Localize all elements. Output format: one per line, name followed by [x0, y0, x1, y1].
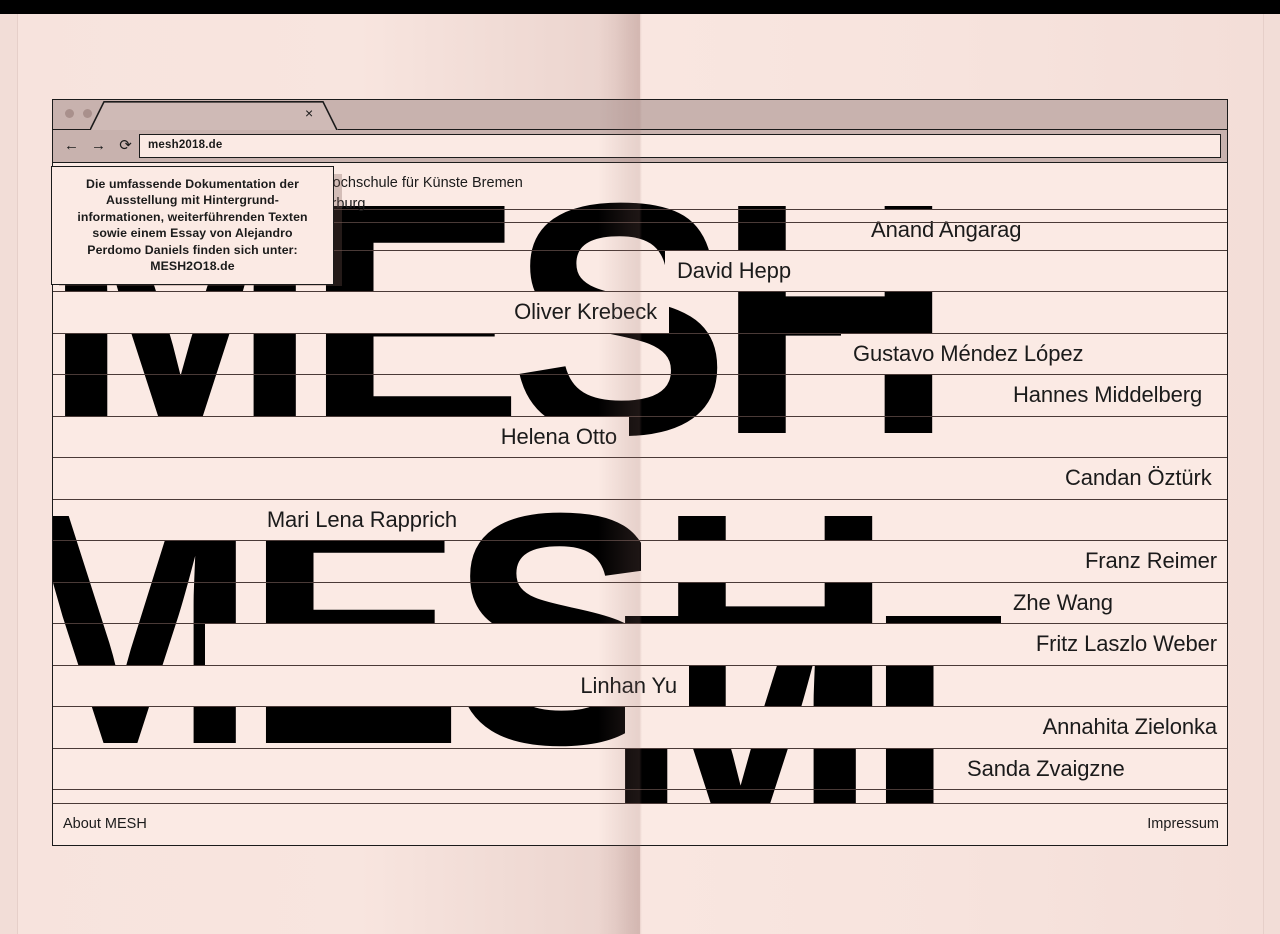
artist-name[interactable]: Linhan Yu: [580, 672, 677, 698]
artist-row[interactable]: Helena Otto: [53, 416, 1227, 458]
page-edge-right: [1263, 14, 1264, 934]
artist-row-list: Anand Angarag David Hepp Oliver Krebeck Gus…: [53, 209, 1227, 790]
artist-name-band: Gustavo Méndez López: [841, 333, 1227, 374]
artist-row[interactable]: Annahita Zielonka: [53, 707, 1227, 749]
artist-name-band: Helena Otto: [53, 416, 629, 457]
artist-name[interactable]: Annahita Zielonka: [1042, 714, 1218, 740]
artist-name-band: David Hepp: [665, 250, 1227, 291]
artist-name-band: Annahita Zielonka: [625, 707, 1227, 748]
artist-row[interactable]: Candan Öztürk: [53, 458, 1227, 500]
artist-name[interactable]: Candan Öztürk: [1065, 465, 1212, 491]
artist-name-band: Oliver Krebeck: [53, 292, 669, 333]
artist-name[interactable]: Hannes Middelberg: [1013, 382, 1203, 408]
artist-name-band: Fritz Laszlo Weber: [205, 624, 1227, 665]
artist-name[interactable]: Mari Lena Rapprich: [266, 506, 457, 532]
close-dot-icon[interactable]: [65, 109, 74, 118]
artist-name-band: Anand Angarag: [859, 210, 1227, 250]
artist-name-band: Zhe Wang: [1001, 582, 1227, 623]
artist-name[interactable]: Sanda Zvaigzne: [967, 755, 1125, 781]
artist-row[interactable]: Fritz Laszlo Weber: [53, 624, 1227, 666]
info-tooltip: Die umfassende Dokumentation der Ausstell…: [51, 166, 334, 286]
artist-name[interactable]: Fritz Laszlo Weber: [1035, 631, 1217, 657]
artist-name[interactable]: Franz Reimer: [1084, 548, 1217, 574]
about-mesh-link[interactable]: About MESH: [63, 815, 147, 832]
artist-row[interactable]: Franz Reimer: [53, 541, 1227, 583]
tooltip-line: MESH2O18.de: [150, 259, 235, 274]
page-edge-left: [17, 14, 18, 934]
back-icon[interactable]: ←: [64, 137, 79, 154]
artist-row[interactable]: David Hepp: [53, 250, 1227, 292]
artist-name-band: Candan Öztürk: [1053, 458, 1227, 499]
browser-tab-bar: ×: [53, 100, 1227, 130]
artist-name[interactable]: David Hepp: [677, 257, 791, 283]
artist-name[interactable]: Anand Angarag: [871, 216, 1022, 242]
tooltip-line: Ausstellung mit Hintergrund-: [106, 193, 279, 208]
tooltip-line: Perdomo Daniels finden sich unter:: [87, 242, 298, 257]
artist-name-band: Franz Reimer: [641, 541, 1227, 582]
artist-row[interactable]: Zhe Wang: [53, 582, 1227, 624]
artist-row[interactable]: Gustavo Méndez López: [53, 333, 1227, 375]
reload-icon[interactable]: ⟳: [119, 137, 132, 154]
artist-name-band: Hannes Middelberg: [1001, 375, 1227, 416]
tooltip-line: Die umfassende Dokumentation der: [86, 177, 299, 191]
artist-name-band: Mari Lena Rapprich: [95, 499, 469, 540]
top-black-bar: [0, 0, 1280, 14]
artist-row[interactable]: Sanda Zvaigzne: [53, 748, 1227, 790]
url-input[interactable]: mesh2018.de: [139, 134, 1221, 158]
artist-name-band: Linhan Yu: [75, 665, 689, 706]
forward-icon[interactable]: →: [91, 137, 106, 154]
artist-name[interactable]: Oliver Krebeck: [514, 299, 657, 325]
artist-row[interactable]: Anand Angarag: [53, 209, 1227, 251]
artist-row[interactable]: Linhan Yu: [53, 665, 1227, 707]
artist-row[interactable]: Oliver Krebeck: [53, 292, 1227, 334]
artist-name[interactable]: Helena Otto: [500, 423, 617, 449]
tab-close-icon[interactable]: ×: [305, 105, 314, 121]
browser-tab[interactable]: [90, 101, 338, 130]
artist-row[interactable]: Mari Lena Rapprich: [53, 499, 1227, 541]
tooltip-line: informationen, weiterführenden Texten: [77, 209, 308, 224]
artist-name[interactable]: Gustavo Méndez López: [853, 340, 1084, 366]
artist-name[interactable]: Zhe Wang: [1013, 589, 1113, 615]
artist-name-band: Sanda Zvaigzne: [955, 748, 1227, 789]
minimize-dot-icon[interactable]: [83, 109, 92, 118]
artist-row[interactable]: Hannes Middelberg: [53, 375, 1227, 417]
tooltip-line: sowie einem Essay von Alejandro: [92, 226, 293, 241]
impressum-link[interactable]: Impressum: [1147, 815, 1219, 832]
site-footer: About MESH Impressum: [53, 802, 1227, 844]
browser-url-bar: ← → ⟳ mesh2018.de: [53, 130, 1227, 163]
